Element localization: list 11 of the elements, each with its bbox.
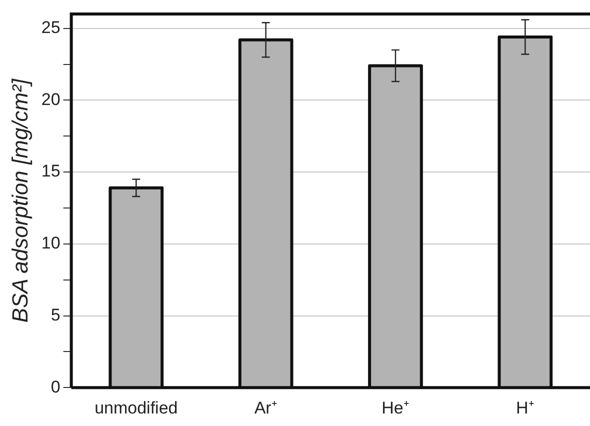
y-tick-label: 0 (50, 377, 60, 396)
y-tick-label: 15 (41, 162, 60, 181)
x-tick-label: Ar⁺ (254, 398, 278, 418)
y-tick-label: 20 (41, 90, 60, 109)
y-tick-label: 10 (41, 234, 60, 253)
y-tick-label: 25 (41, 18, 60, 38)
x-tick-label: H⁺ (516, 398, 534, 418)
x-tick-label: unmodified (94, 398, 178, 418)
y-tick-label: 5 (50, 305, 60, 324)
y-axis-title: BSA adsorption [mg/cm²] (7, 78, 32, 323)
x-tick-label: He⁺ (382, 398, 410, 418)
